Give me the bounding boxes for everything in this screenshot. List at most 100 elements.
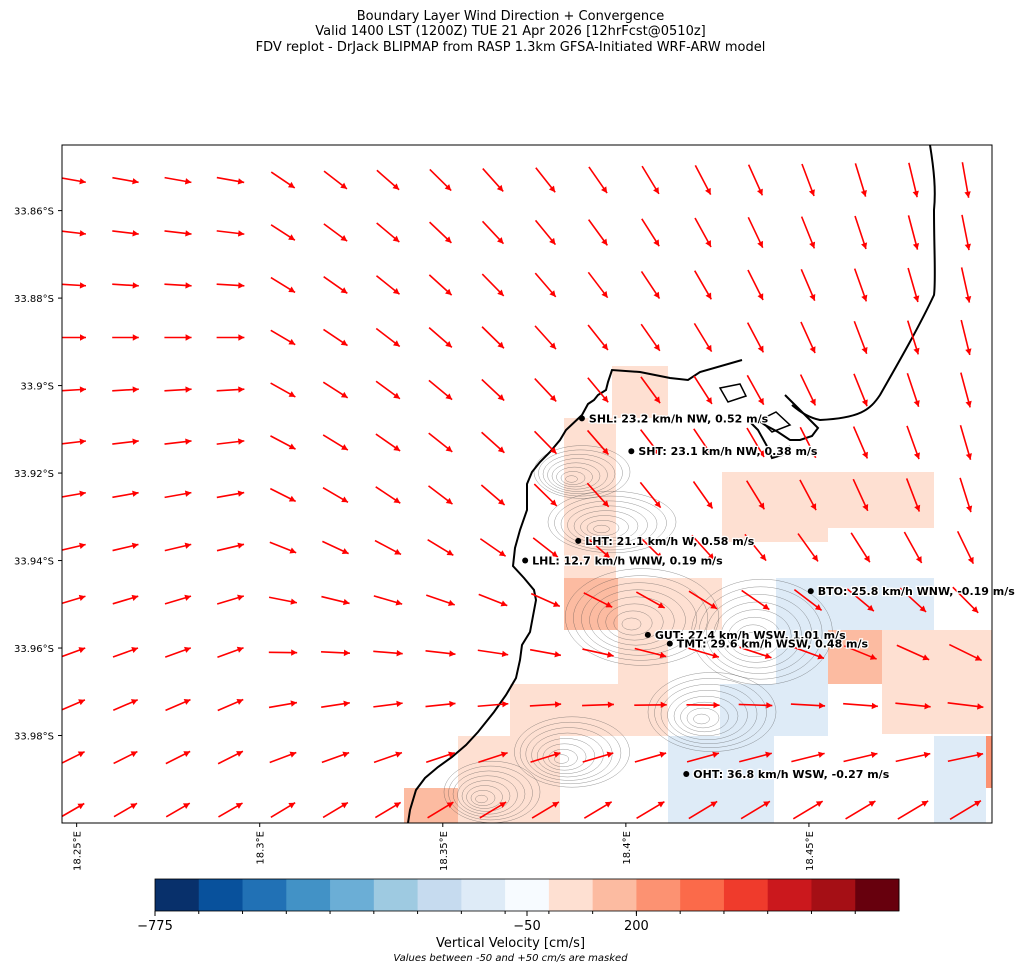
wind-arrow xyxy=(586,482,610,508)
wind-arrow xyxy=(270,329,296,346)
wind-arrow xyxy=(529,648,562,658)
wind-arrow xyxy=(747,164,764,196)
wind-arrow xyxy=(62,750,85,764)
wind-arrow xyxy=(62,802,85,818)
wind-arrow xyxy=(747,216,764,249)
wind-arrow xyxy=(686,647,720,659)
wind-arrow xyxy=(323,276,348,294)
wind-arrow xyxy=(323,223,348,242)
wind-arrow xyxy=(853,373,868,407)
wind-arrow xyxy=(323,170,348,190)
wind-arrow xyxy=(791,751,825,763)
terrain-contour xyxy=(686,707,720,729)
colorbar-segment xyxy=(330,879,375,911)
colorbar-label: Vertical Velocity [cm/s] xyxy=(435,936,586,951)
wind-arrow xyxy=(425,700,456,708)
colorbar-segment xyxy=(636,879,681,911)
wind-arrow xyxy=(62,490,86,498)
wind-arrow xyxy=(321,595,350,606)
wind-arrow xyxy=(164,542,192,552)
terrain-contour xyxy=(621,617,642,631)
wind-arrow xyxy=(478,751,508,763)
wind-arrow xyxy=(373,649,403,657)
wind-arrow xyxy=(217,750,244,765)
y-tick-label: 33.94°S xyxy=(14,557,54,568)
wind-arrow xyxy=(323,328,348,347)
wind-arrow xyxy=(531,801,560,819)
terrain-contour xyxy=(593,524,610,534)
terrain-contours xyxy=(443,445,833,823)
vv-cell xyxy=(776,578,934,630)
terrain-contour xyxy=(647,672,777,752)
station-dot xyxy=(522,557,529,564)
wind-arrow xyxy=(693,375,713,405)
wind-arrow xyxy=(425,594,456,606)
y-tick-label: 33.9°S xyxy=(20,382,54,393)
wind-arrow xyxy=(268,596,298,605)
wind-arrow xyxy=(164,386,192,393)
wind-arrow xyxy=(800,321,816,354)
wind-arrow xyxy=(112,594,139,605)
vertical-velocity-field xyxy=(404,366,992,823)
wind-arrow xyxy=(217,698,244,712)
terrain-contour xyxy=(519,721,622,785)
wind-arrow xyxy=(799,426,817,459)
terrain-contour xyxy=(605,603,664,641)
plot-frame xyxy=(61,144,993,824)
wind-arrow xyxy=(164,594,192,605)
vv-cell xyxy=(986,736,992,788)
wind-arrow xyxy=(793,588,823,612)
wind-arrow xyxy=(270,802,296,818)
vv-cell xyxy=(934,736,986,823)
terrain-contour xyxy=(693,713,710,725)
wind-arrow xyxy=(376,169,400,191)
terrain-contour xyxy=(698,586,823,680)
wind-arrow xyxy=(746,374,765,406)
wind-arrow xyxy=(112,646,139,658)
colorbar-segment xyxy=(505,879,550,911)
wind-arrow xyxy=(216,334,245,341)
wind-arrow xyxy=(112,438,139,445)
wind-arrow xyxy=(906,425,920,460)
colorbar-segment xyxy=(373,879,419,911)
station-lht: LHT: 21.1 km/h W, 0.58 m/s xyxy=(575,534,756,549)
wind-arrow xyxy=(530,592,561,608)
wind-arrow xyxy=(635,591,666,609)
wind-arrow xyxy=(792,800,824,820)
station-dot xyxy=(575,537,582,544)
wind-arrow xyxy=(948,643,983,662)
wind-arrow xyxy=(216,176,245,185)
wind-arrow xyxy=(634,647,667,659)
station-markers: SHL: 23.2 km/h NW, 0.52 m/s SHT: 23.1 km/… xyxy=(522,411,1017,782)
wind-arrow xyxy=(113,802,138,818)
wind-arrow xyxy=(800,216,816,249)
colorbar-segment xyxy=(548,879,594,911)
terrain-contour xyxy=(705,594,813,674)
colorbar-segment xyxy=(855,879,900,911)
wind-arrow xyxy=(587,377,609,403)
wind-arrow xyxy=(534,325,557,350)
wind-arrow xyxy=(482,168,504,192)
vv-cell xyxy=(722,472,828,542)
station-label: GUT: 27.4 km/h WSW, 1.01 m/s xyxy=(655,629,846,642)
coastline xyxy=(407,145,936,823)
wind-arrow xyxy=(216,542,245,552)
terrain-contour xyxy=(556,466,593,488)
colorbar-segment xyxy=(417,879,462,911)
wind-arrow xyxy=(480,484,506,506)
station-dot xyxy=(683,771,690,778)
y-tick-label: 33.98°S xyxy=(14,732,54,743)
terrain-contour xyxy=(680,701,729,733)
chart-subtitle-valid-time: Valid 1400 LST (1200Z) TUE 21 Apr 2026 [… xyxy=(315,24,706,39)
terrain-contour xyxy=(452,770,526,818)
terrain-contour xyxy=(673,695,739,737)
wind-arrow xyxy=(585,536,611,559)
wind-arrow xyxy=(588,166,608,194)
wind-arrow xyxy=(425,650,456,657)
wind-arrow xyxy=(899,587,927,613)
terrain-contour xyxy=(547,458,608,492)
x-tick-label: 18.35°E xyxy=(439,831,450,871)
wind-arrow xyxy=(739,646,772,659)
x-tick-label: 18.25°E xyxy=(73,831,84,871)
wind-arrow xyxy=(896,644,930,661)
